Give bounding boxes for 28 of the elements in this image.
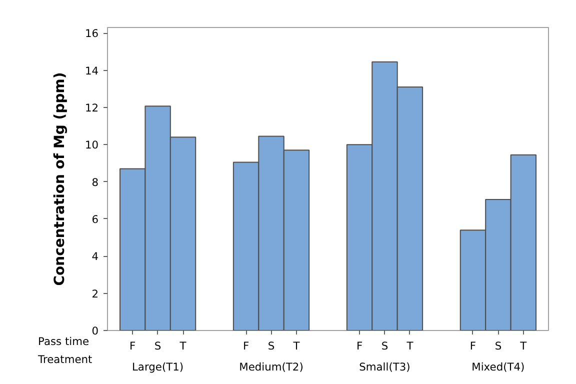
y-axis-title: Concentration of Mg (ppm) xyxy=(52,72,68,286)
y-tick-label: 6 xyxy=(92,212,99,226)
x-tick-label: Large(T1) xyxy=(132,360,184,374)
text: S xyxy=(381,340,388,352)
y-tick-label: 10 xyxy=(84,138,99,152)
x-tick-label: Small(T3) xyxy=(359,360,410,374)
text: T xyxy=(293,340,300,352)
text: F xyxy=(356,340,363,352)
y-tick-label: 8 xyxy=(92,176,99,189)
text: F xyxy=(242,340,250,352)
y-tick-label: 4 xyxy=(92,250,99,264)
text: T xyxy=(520,340,527,352)
y-tick-label: 16 xyxy=(84,27,99,40)
text: F xyxy=(470,340,476,352)
x-tick-label: Medium(T2) xyxy=(239,360,304,374)
series-label: S xyxy=(154,340,162,352)
text: S xyxy=(494,340,502,352)
y-tick-label: 0 xyxy=(92,324,99,338)
text: S xyxy=(268,340,275,352)
y-tick-label: 12 xyxy=(84,101,99,114)
x-tick-label: Mixed(T4) xyxy=(472,360,525,374)
text: Pass time xyxy=(38,334,90,350)
y-tick-label: 14 xyxy=(84,64,99,78)
x-axis-title: Treatment xyxy=(38,352,92,368)
text: T xyxy=(406,340,414,352)
y-tick-label: 2 xyxy=(92,287,98,300)
series-label: F xyxy=(130,340,136,352)
series-label: T xyxy=(178,340,187,352)
